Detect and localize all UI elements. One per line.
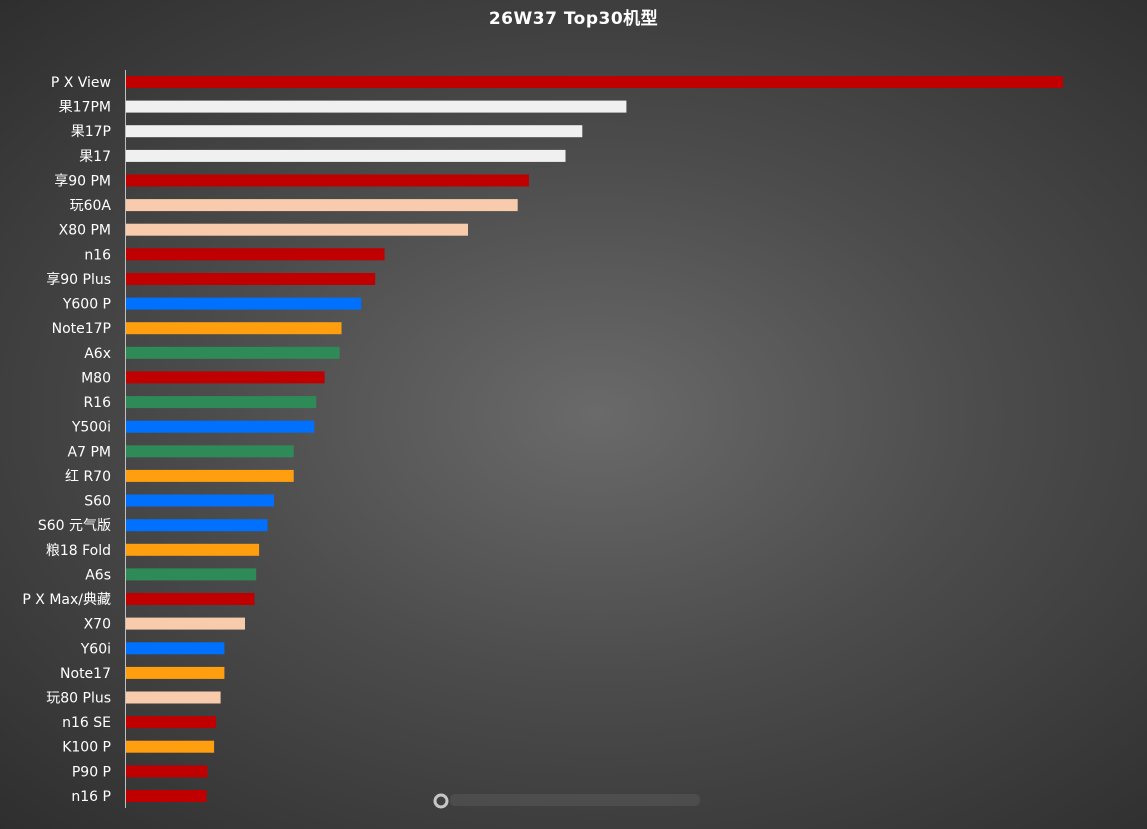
category-label-24: Y60i xyxy=(80,641,111,657)
category-label-22: P X Max/典藏 xyxy=(22,592,111,608)
bar-22 xyxy=(126,593,255,605)
category-label-30: n16 P xyxy=(71,789,111,805)
bar-16 xyxy=(126,445,294,458)
category-label-14: R16 xyxy=(83,395,111,411)
bar-29 xyxy=(126,765,208,778)
category-label-25: Note17 xyxy=(60,666,111,682)
bar-3 xyxy=(126,125,583,138)
category-label-18: S60 xyxy=(84,494,111,510)
bar-8 xyxy=(126,248,385,261)
category-label-12: A6x xyxy=(84,346,111,362)
watermark-logo xyxy=(433,793,700,809)
category-label-1: P X View xyxy=(51,75,111,91)
bar-15 xyxy=(126,420,315,433)
category-label-4: 果17 xyxy=(79,149,111,165)
bar-17 xyxy=(126,469,294,482)
category-label-11: Note17P xyxy=(52,321,111,337)
category-label-23: X70 xyxy=(84,617,111,633)
bars-layer xyxy=(126,76,1063,802)
bar-20 xyxy=(126,543,260,556)
category-label-10: Y600 P xyxy=(62,297,111,313)
category-label-3: 果17P xyxy=(71,124,111,140)
bar-1 xyxy=(126,76,1063,88)
bar-18 xyxy=(126,494,274,507)
bar-21 xyxy=(126,568,257,581)
bar-10 xyxy=(126,297,362,310)
category-label-26: 玩80 Plus xyxy=(46,691,111,707)
category-label-8: n16 xyxy=(84,247,111,263)
category-label-2: 果17PM xyxy=(59,100,111,116)
bar-12 xyxy=(126,346,340,359)
bar-24 xyxy=(126,642,225,655)
category-label-5: 享90 PM xyxy=(54,173,111,190)
category-label-16: A7 PM xyxy=(68,444,111,460)
bar-14 xyxy=(126,396,317,409)
category-labels: P X View 果17PM 果17P 果17 享90 PM 玩60A X80 PM n16 享… xyxy=(22,75,111,805)
category-label-15: Y500i xyxy=(71,420,111,436)
bar-11 xyxy=(126,322,342,335)
category-label-9: 享90 Plus xyxy=(46,271,111,288)
category-label-21: A6s xyxy=(85,567,111,583)
category-label-20: 粮18 Fold xyxy=(46,543,111,559)
bar-30 xyxy=(126,790,207,802)
bar-19 xyxy=(126,519,268,532)
bar-23 xyxy=(126,617,245,630)
bar-2 xyxy=(126,100,627,113)
bar-26 xyxy=(126,691,221,704)
category-label-27: n16 SE xyxy=(62,715,111,731)
bar-28 xyxy=(126,740,215,753)
bar-27 xyxy=(126,716,216,729)
bar-13 xyxy=(126,371,325,384)
bar-6 xyxy=(126,199,518,212)
category-label-6: 玩60A xyxy=(70,198,112,214)
chart-title: 26W37 Top30机型 xyxy=(488,9,659,29)
bar-5 xyxy=(126,174,529,187)
bar-9 xyxy=(126,273,376,285)
bar-4 xyxy=(126,149,566,162)
category-label-13: M80 xyxy=(81,370,111,386)
bar-7 xyxy=(126,223,468,236)
category-label-28: K100 P xyxy=(62,740,111,756)
category-label-7: X80 PM xyxy=(59,223,111,239)
bar-25 xyxy=(126,666,225,679)
category-label-29: P90 P xyxy=(72,764,111,780)
category-label-17: 红 R70 xyxy=(65,469,111,485)
category-label-19: S60 元气版 xyxy=(38,518,111,534)
